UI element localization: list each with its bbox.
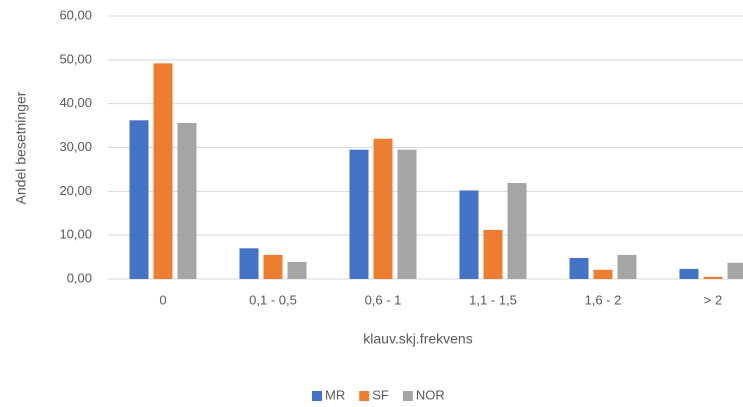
bar [483, 229, 503, 279]
x-tick-label: 0,6 - 1 [365, 292, 402, 307]
y-tick-label: 50,00 [59, 51, 92, 66]
y-tick-label: 40,00 [59, 95, 92, 110]
x-axis-title: klauv.skj.frekvens [363, 331, 472, 347]
x-tick-label: 1,1 - 1,5 [469, 292, 517, 307]
bar [153, 63, 173, 280]
bar [507, 183, 527, 279]
bar [239, 248, 259, 279]
legend-swatch [402, 391, 413, 401]
legend-swatch [312, 391, 322, 401]
bar [727, 262, 743, 279]
bar [373, 138, 393, 279]
legend-label: MR [325, 387, 345, 402]
bar [263, 254, 283, 279]
x-tick-label: 1,6 - 2 [585, 292, 622, 307]
y-tick-label: 20,00 [59, 183, 92, 198]
bar [569, 257, 589, 279]
bar [459, 190, 479, 279]
bar [397, 149, 417, 279]
bar [679, 268, 699, 279]
bar [593, 269, 613, 279]
bar [287, 261, 307, 279]
legend-label: SF [372, 387, 389, 402]
y-axis-title: Andel besetninger [13, 91, 29, 204]
y-tick-label: 0,00 [67, 270, 92, 285]
bar [349, 149, 369, 279]
x-tick-label: 0,1 - 0,5 [249, 292, 297, 307]
legend-label: NOR [416, 387, 445, 402]
bar [703, 276, 723, 279]
y-tick-label: 60,00 [59, 7, 92, 22]
bar [129, 120, 149, 279]
y-tick-label: 10,00 [59, 227, 92, 242]
x-tick-label: 0 [159, 292, 166, 307]
x-tick-label: > 2 [704, 292, 722, 307]
bar [617, 254, 637, 279]
bar [177, 122, 197, 279]
y-tick-label: 30,00 [59, 139, 92, 154]
legend-swatch [359, 391, 370, 401]
